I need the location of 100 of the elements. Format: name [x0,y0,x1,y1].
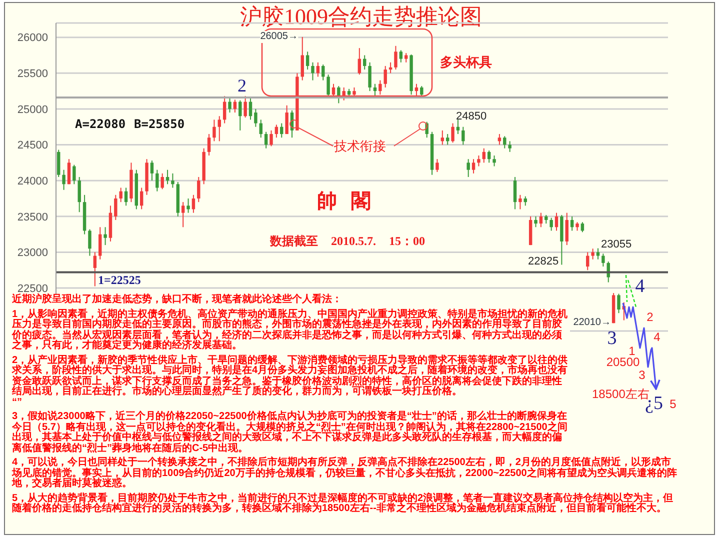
text: 4 [654,330,660,344]
candlestick [218,116,221,142]
y-tick-label: 24500 [17,140,48,152]
candlestick [150,160,154,182]
annotation: 1=22525 [98,273,141,287]
candlestick [300,36,304,81]
candlestick [565,212,568,246]
candlestick [166,169,170,185]
candlestick [264,131,268,149]
candlestick [518,194,522,210]
candlestick [280,122,284,138]
candlestick [451,122,454,144]
candlestick [207,134,211,156]
annotation: 3 [607,328,617,350]
candlestick [62,169,66,190]
candlestick [472,158,476,174]
candlestick [114,194,118,220]
candlestick [602,253,605,268]
candlestick [67,158,71,185]
candlestick [119,187,122,203]
candlestick [487,150,491,164]
annotation: 1，从影响因素看，近期的主权债务危机、高位资产带动的通胀压力、中国国内产业重力调控政策、特别是市场担忧的新的危机压力是导致目前国内期胶走低的主要原因。而股市的熊态，外围市场的震荡性急挫是外在表现，内外因素的作用导致了目前胶价的疲态。当然从宏观因素层面看，笔者认为，经济的二次探底并非是恐怖之事，而是以何种方式引爆、何种方式出现的必须之事，只有此，才能奠定更为健康的经济发展基础。 [10,308,568,352]
candlestick [160,172,164,190]
text: 5，从大的趋势背景看，目前期胶仍处于牛市之中，当前进行的只不过是深幅度的不可或缺的2浪调整，笔者一直建议交易者高位持仓结构以空为主，但随着价格的走低持仓结构宜进行的灵活的转换为多，转换区域不排除为18500左右--非常之不理性区域为金融危机结束点附近，但目前看可能性不大。 [11,492,674,514]
candlestick [285,104,288,135]
candlestick [171,172,174,188]
candlestick [436,158,439,172]
candlestick [254,108,258,128]
annotation: 23055 [601,238,632,252]
candlestick [197,176,200,203]
candlestick [274,124,278,138]
candlestick [192,194,196,214]
candlestick [228,98,232,114]
candlestick [270,130,273,147]
candlestick [57,149,60,178]
text: 3 [638,368,646,382]
candlestick [72,164,76,185]
candlestick [586,252,590,271]
candlestick [181,202,185,228]
candlestick [524,196,527,206]
candlestick [570,216,574,232]
candlestick [358,48,362,76]
text: 2 [646,310,654,324]
annotation: 22010→ [573,317,611,329]
candlestick [492,155,496,167]
candlestick [498,134,502,146]
candlestick [580,222,584,233]
candlestick [591,248,594,260]
candlestick [93,252,97,287]
candlestick [156,169,159,192]
y-tick-label: 24000 [17,175,48,188]
annotation: 技术衔接 [334,138,386,154]
candlestick [259,119,262,138]
candlestick [124,187,128,206]
annotation: 26005→ [260,31,298,43]
candlestick [554,212,558,232]
candlestick [550,217,553,232]
candlestick [508,140,512,152]
text: 5 [670,397,676,411]
candlestick [368,62,372,92]
text: 4，可以说，今日也同样处于一个转换承接之中，不排除后市短期内有所反弹，反弹高点不排除在22500左右，即，2月份的月度低值点附近，以形成市场见底的错觉。事实上，从目前的1009合约仍近20万手的持仓规模看，仍较巨量，不甘心多头在抵抗，22000~22500之间将有望成为空头调兵遣将的阵地，交易者届时莫被迷惑。 [10,457,678,490]
candlestick [503,136,506,149]
candlestick [363,54,366,70]
text: 2，从产业因素看，新胶的季节性供应上市、干旱问题的缓解、下游消费领域的亏损压力导致的需求不振等等都改变了以往的供求关系，阶段性的供大于求出现。与此同时，特别是在4月份多头发力妄图加急投机不成之后，随着环境的改变，市场再也没有资金敢跃跃欲试而上，谋求下行支撑反而成了当务之急。鉴于橡胶价格波动剧烈的特性，高价区的脱离将会促使下跌的非理性结局出现，目前正在进行。市场的心理层面显然产生了质的变化，群力而为，可谓铁板一块打压价格。 [10,354,568,398]
candlestick [186,198,190,214]
annotation: 多头杯具 [440,54,492,70]
candlestick [322,64,325,81]
candlestick [238,100,242,131]
candlestick [248,98,252,120]
candlestick [404,52,408,63]
annotation: 数据截至 2010.5.7. 15：00 [270,234,425,248]
candlestick [394,45,398,70]
candlestick [466,158,470,178]
annotation: B=25850 [134,117,185,131]
candlestick [440,130,444,146]
candlestick [399,50,403,63]
y-tick-label: 23500 [17,211,48,224]
candlestick [477,155,480,167]
annotation: 22825 [528,256,559,268]
candlestick [378,80,382,96]
candlestick [104,226,107,246]
candlestick [244,96,247,118]
text: 1 [628,344,636,358]
candlestick [539,212,543,228]
y-tick-label: 25000 [17,104,48,116]
y-tick-label: 26000 [17,32,48,44]
annotation: 24850 [456,110,487,124]
annotation: 2 [238,76,246,96]
text: 3，假如说23000略下，近三个月的价格22050~22500价格低点内认为抄底可为的投资者是“壮士”的话，那么壮士的断腕保身在今日（5.7）略有出现，这一点可以持仓的变化看出。大规模的挤兑之“烈士”在何时出现？帥阁认为，其将在22800~21500之间出现，其基本上处于价值中枢线与低位警报线之间的大致区域，不上不下谋求反弹是此多头敢死队的生存根基，而大幅度的偏离低值警报线的“烈士”葬身地将在随后的C-5中出现。 [11,411,568,454]
candlestick [513,176,517,210]
candlestick [462,126,465,146]
candlestick [617,293,620,314]
candlestick [456,119,460,135]
candlestick [212,119,216,142]
annotation: A=22080 [75,117,126,131]
candlestick [534,216,538,228]
candlestick [446,134,450,146]
candlestick [140,187,144,210]
y-tick-label: 23000 [17,247,48,260]
candlestick [596,248,600,260]
